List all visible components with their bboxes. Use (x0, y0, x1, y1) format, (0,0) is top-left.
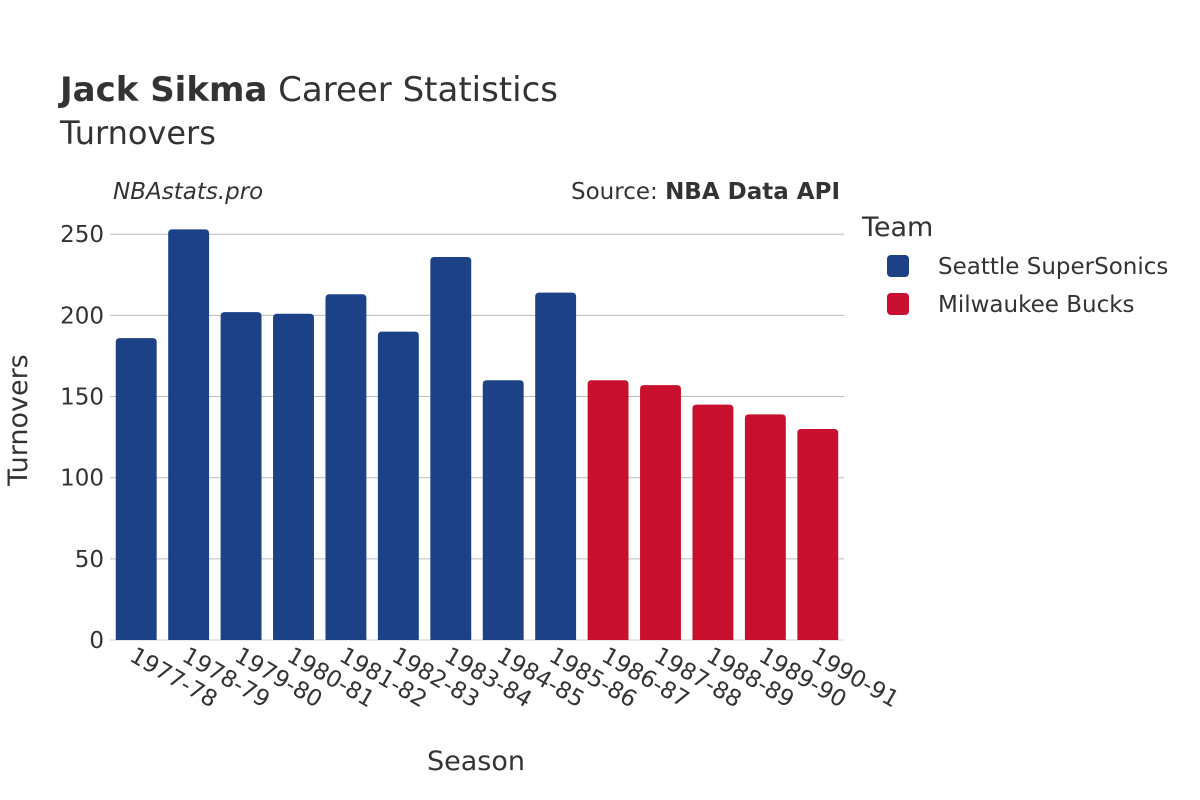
legend-swatch-0 (887, 255, 909, 277)
bar-1988-89[interactable] (692, 404, 734, 640)
bar-1985-86[interactable] (535, 292, 577, 640)
bar-1979-80[interactable] (220, 312, 262, 640)
source-prefix: Source: (571, 179, 665, 205)
x-axis-title: Season (427, 746, 525, 777)
x-tick-labels: 1977-781978-791979-801980-811981-821982-… (125, 643, 903, 714)
bar-1982-83[interactable] (377, 331, 419, 640)
y-tick-label: 250 (60, 222, 104, 248)
y-axis-title: Turnovers (3, 354, 34, 487)
y-tick-label: 100 (60, 466, 104, 492)
y-tick-labels: 0 50 100 150 200 250 (60, 222, 104, 654)
bar-1986-87[interactable] (587, 380, 629, 640)
legend-swatch-1 (887, 293, 909, 315)
y-tick-label: 150 (60, 385, 104, 411)
grid-layer (110, 233, 844, 641)
bars (115, 229, 839, 640)
bar-1984-85[interactable] (482, 380, 524, 640)
legend-title: Team (861, 212, 933, 243)
bar-1987-88[interactable] (640, 385, 681, 640)
legend-item-label: Seattle SuperSonics (938, 254, 1168, 280)
watermark: NBAstats.pro (113, 179, 263, 205)
chart-title: Jack Sikma Career Statistics (58, 70, 558, 110)
bar-1989-90[interactable] (744, 414, 786, 640)
chart-subtitle: Turnovers (59, 114, 216, 152)
source-label: Source: NBA Data API (571, 179, 840, 205)
legend-item-label: Milwaukee Bucks (938, 292, 1135, 318)
bar-1980-81[interactable] (273, 313, 314, 640)
title-rest: Career Statistics (267, 70, 558, 110)
bar-1977-78[interactable] (115, 338, 157, 640)
source-name: NBA Data API (665, 179, 840, 205)
bar-1983-84[interactable] (430, 256, 472, 640)
bar-1990-91[interactable] (797, 429, 839, 640)
y-tick-label: 50 (75, 547, 104, 573)
y-tick-label: 200 (60, 303, 104, 329)
legend: Seattle SuperSonics Milwaukee Bucks (887, 254, 1168, 318)
title-player-name: Jack Sikma (58, 70, 267, 110)
y-tick-label: 0 (89, 628, 104, 654)
bar-1981-82[interactable] (325, 294, 367, 640)
bar-1978-79[interactable] (168, 229, 210, 640)
